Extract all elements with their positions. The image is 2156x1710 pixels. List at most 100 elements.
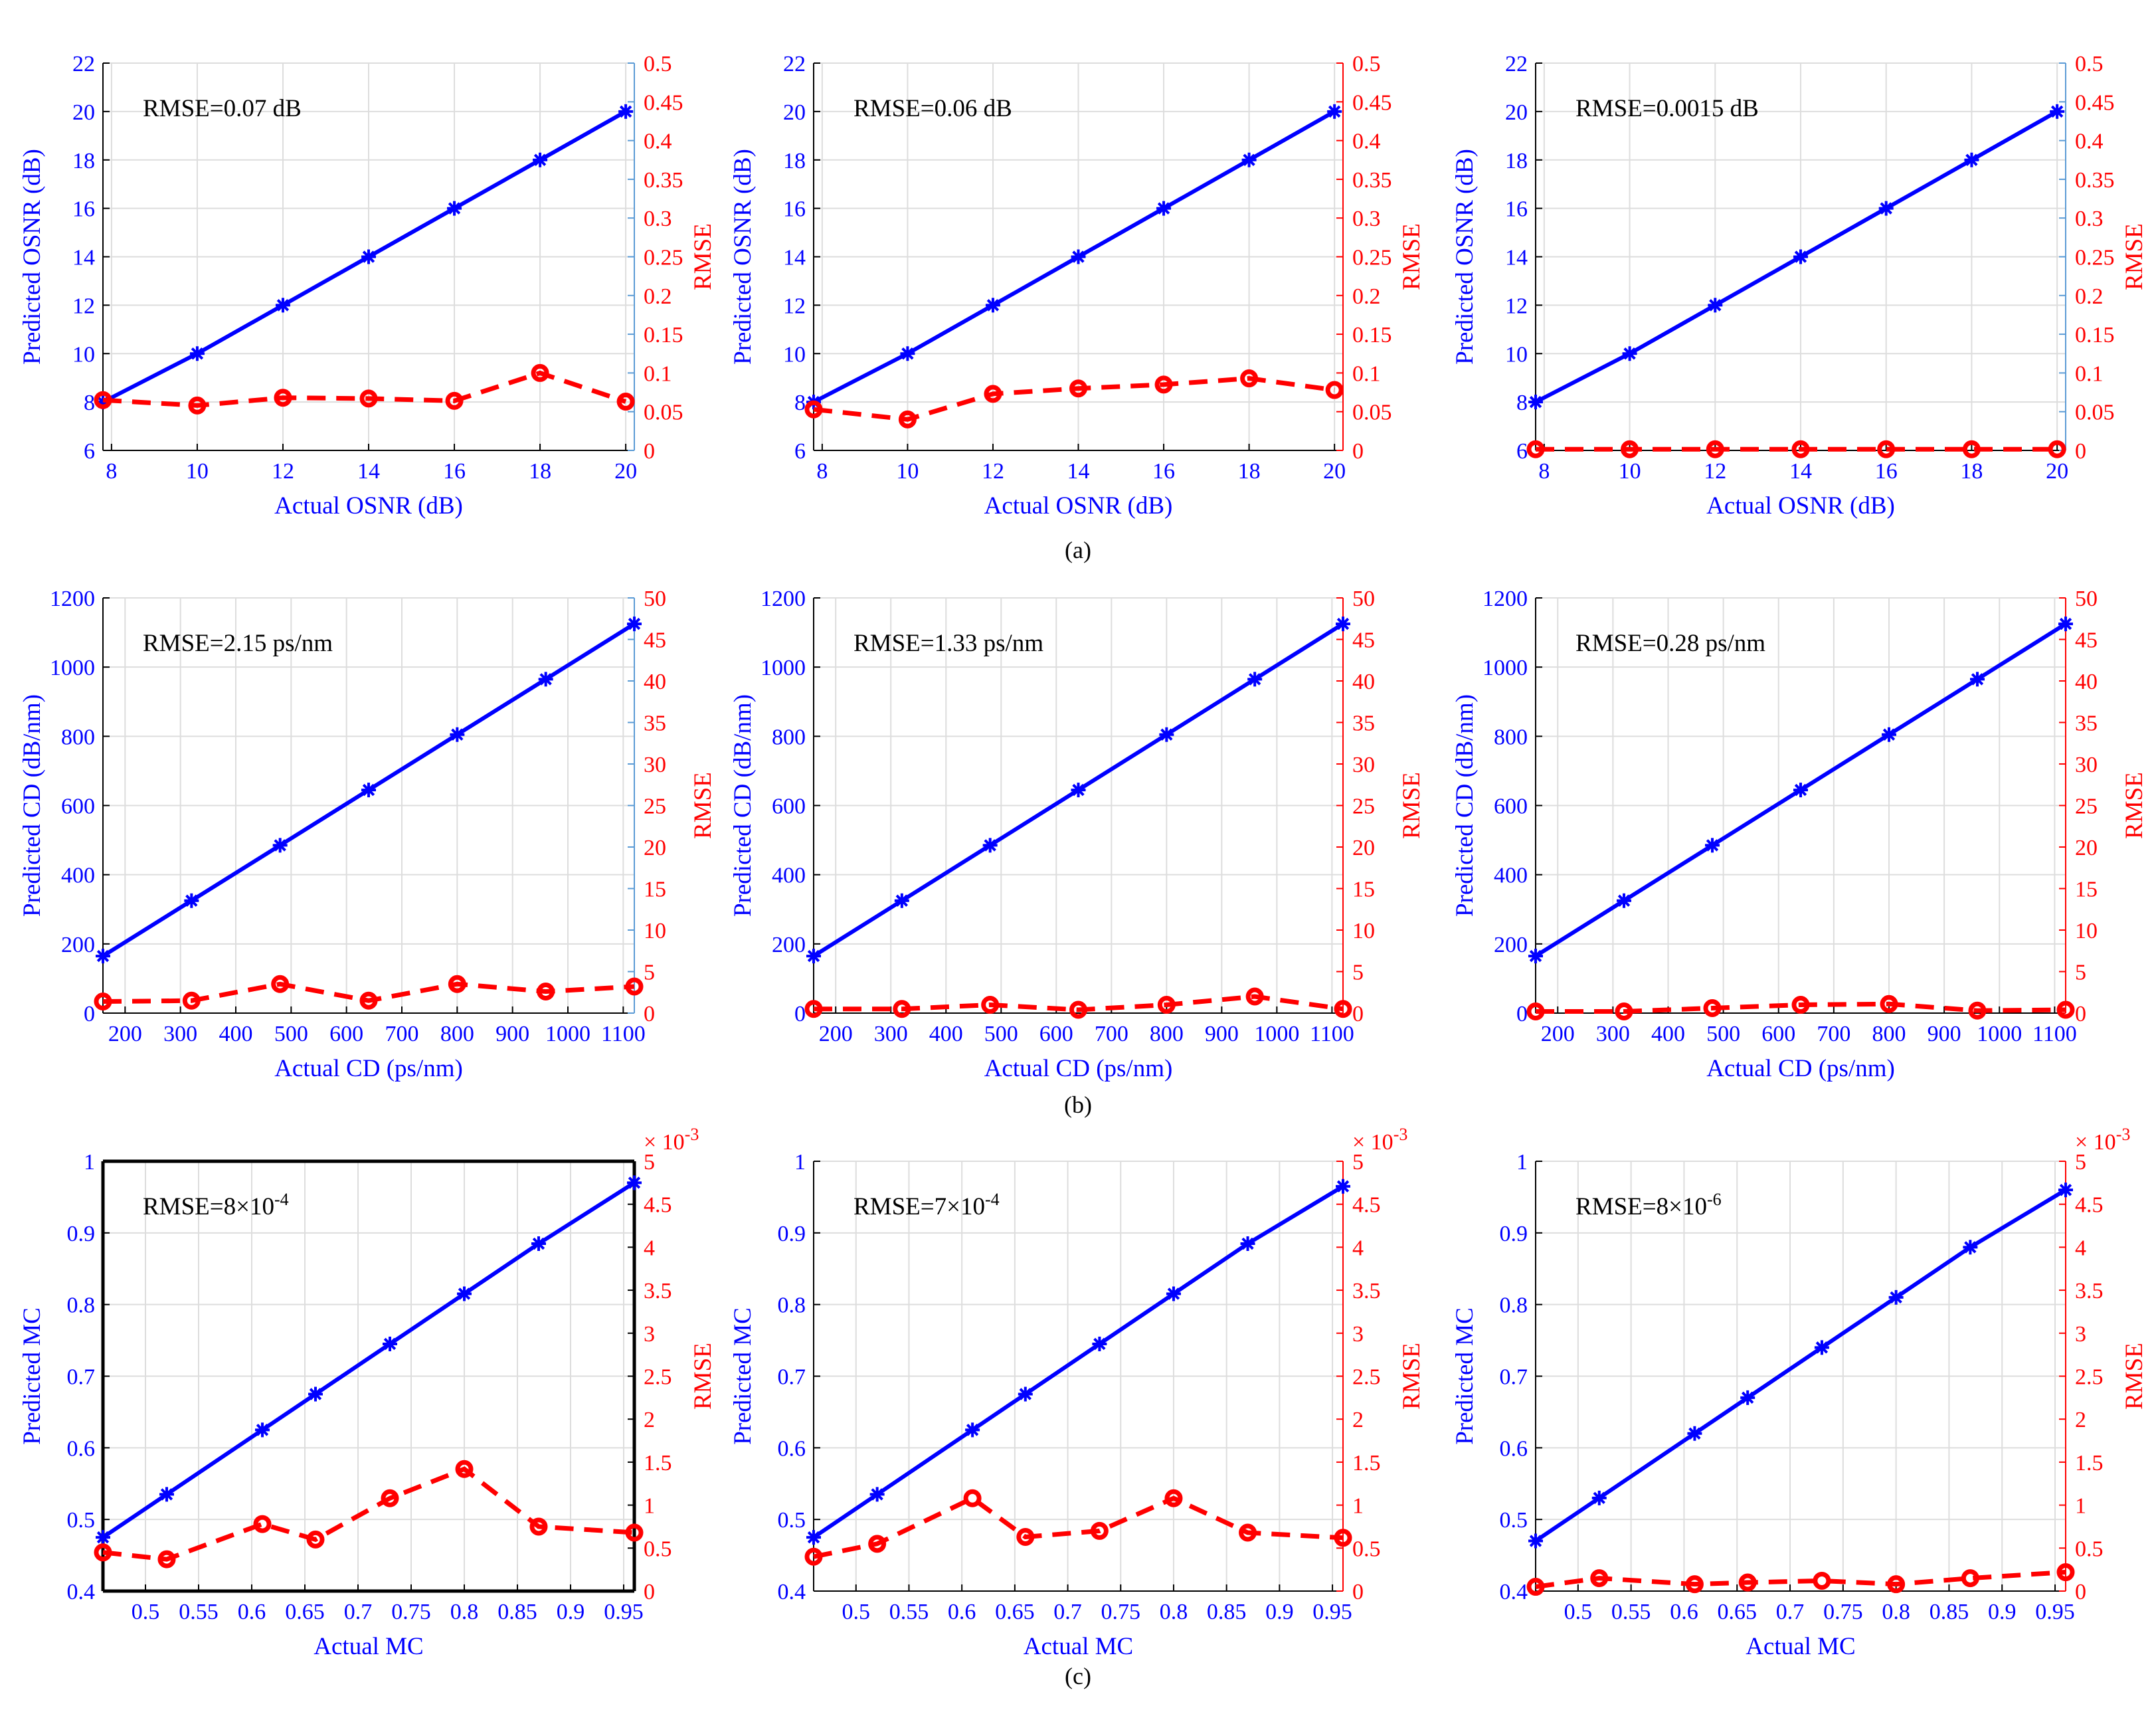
y2-tick-label: 35 [2075,712,2098,736]
y2-tick-label: 0.45 [644,90,683,115]
y2-axis-label: RMSE [2121,1343,2148,1410]
y-tick-label: 400 [61,864,95,888]
y-tick-label: 800 [61,725,95,749]
predicted-data-point [159,1487,174,1502]
predicted-data-point [96,949,110,964]
y-tick-label: 18 [1505,149,1528,173]
x-tick-label: 0.95 [604,1600,644,1624]
predicted-data-point [1964,152,1979,167]
y2-tick-label: 0 [644,1002,655,1026]
chart-panel: 8 10 12 14 16 18 20681012141618202200.050.10.1… [19,52,717,520]
rmse-annotation: RMSE=8×10-4 [143,1190,289,1220]
predicted-data-point [189,346,205,361]
y-axis-label: Predicted MC [729,1307,757,1445]
x-axis-label: Actual CD (ps/nm) [1706,1055,1895,1082]
y-tick-label: 0.8 [67,1293,96,1318]
y-tick-label: 1200 [50,587,95,611]
y-tick-label: 200 [1494,933,1528,957]
predicted-data-point [1018,1386,1033,1402]
x-axis-label: Actual MC [1024,1633,1133,1660]
x-tick-label: 12 [272,459,294,484]
y2-tick-label: 5 [644,961,655,985]
predicted-data-point [272,838,288,853]
rmse-data-point [274,389,292,407]
predicted-data-point [900,346,915,361]
y2-tick-label: 4.5 [1352,1193,1381,1218]
y2-tick-label: 1.5 [1352,1451,1381,1475]
y-tick-label: 0.4 [778,1580,806,1604]
x-tick-label: 700 [385,1022,419,1046]
y2-tick-label: 1 [644,1494,655,1519]
predicted-data-point [447,201,462,216]
rmse-data-point [1325,381,1344,399]
rmse-data-point [1968,1001,1987,1020]
predicted-data-point [1878,201,1894,216]
predicted-data-point [96,1530,110,1545]
y-tick-label: 0 [794,1002,806,1026]
y2-axis-label: RMSE [2121,772,2148,839]
y2-tick-label: 0.1 [644,361,672,386]
y2-tick-label: 20 [2075,836,2098,860]
y-tick-label: 22 [72,52,95,76]
y-tick-label: 0.8 [1500,1293,1528,1318]
rmse-annotation: RMSE=2.15 ps/nm [143,630,333,657]
predicted-data-point [1327,104,1342,119]
y-tick-label: 16 [783,197,806,222]
rmse-data-point [359,389,378,408]
y2-axis-label: RMSE [1398,1343,1425,1410]
y2-tick-label: 35 [644,712,666,736]
x-tick-label: 0.5 [132,1600,160,1624]
x-tick-label: 0.6 [1670,1600,1698,1624]
rmse-series-line [1536,1001,2066,1014]
y-tick-label: 200 [772,933,806,957]
x-tick-label: 20 [2046,459,2068,484]
x-tick-label: 200 [108,1022,142,1046]
y-axis-label: Predicted CD (dB/nm) [19,694,46,917]
predicted-data-point [1970,672,1985,687]
y2-tick-label: 0.2 [2075,284,2104,309]
predicted-data-point [1888,1289,1904,1305]
predicted-data-point [255,1422,270,1438]
predicted-data-point [627,1175,642,1190]
y2-tick-label: 0.5 [2075,52,2104,76]
predicted-data-point [806,949,821,964]
y2-tick-label: 0.05 [2075,401,2115,425]
y2-tick-label: 10 [644,919,666,943]
rmse-annotation: RMSE=0.07 dB [143,95,302,122]
y-tick-label: 12 [1505,294,1528,318]
rmse-data-point [893,1000,911,1018]
x-tick-label: 0.95 [2035,1600,2075,1624]
y2-tick-label: 25 [2075,795,2098,819]
y2-tick-label: 0.1 [2075,361,2104,386]
rmse-data-point [1621,440,1639,458]
rmse-series-line [813,1495,1344,1559]
rmse-data-point [271,975,290,993]
y2-tick-label: 0.3 [644,207,672,231]
rmse-data-point [1239,1523,1257,1542]
chart-panel: 8 10 12 14 16 18 20681012141618202200.050.10.1… [1451,52,2148,520]
y-tick-label: 1000 [50,656,95,680]
x-tick-label: 12 [982,459,1004,484]
predicted-data-point [308,1386,323,1402]
predicted-data-point [806,1530,821,1545]
rmse-annotation: RMSE=8×10-6 [1575,1190,1722,1220]
x-tick-label: 800 [440,1022,474,1046]
rmse-data-point [963,1489,982,1507]
predicted-data-point [1793,249,1808,264]
y2-tick-label: 0.35 [1352,168,1392,193]
figure-caption-3: (c) [1065,1663,1091,1689]
x-tick-label: 200 [819,1022,853,1046]
predicted-data-point [1708,298,1723,313]
y-tick-label: 10 [783,342,806,367]
y-axis-label: Predicted MC [1451,1307,1479,1445]
rmse-annotation: RMSE=1.33 ps/nm [853,630,1043,657]
y2-tick-label: 0.25 [2075,246,2115,270]
x-tick-label: 400 [1651,1022,1685,1046]
predicted-data-point [361,783,376,798]
x-tick-label: 600 [1039,1022,1073,1046]
y2-tick-label: 0.4 [1352,130,1381,154]
x-tick-label: 8 [1538,459,1550,484]
y-tick-label: 0 [1516,1002,1528,1026]
y2-tick-label: 30 [2075,753,2098,777]
predicted-data-point [1793,783,1808,798]
